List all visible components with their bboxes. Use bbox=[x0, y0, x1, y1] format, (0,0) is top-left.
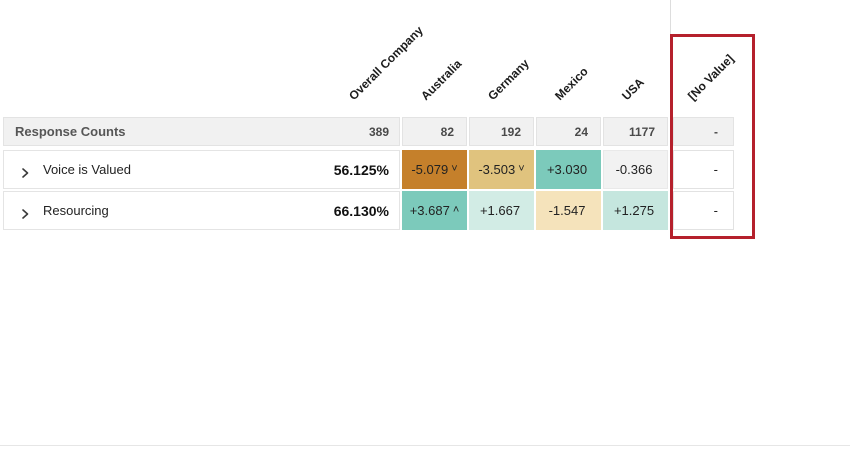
metric-label-cell: Resourcing 66.130% bbox=[3, 191, 400, 230]
response-count-usa: 1177 bbox=[603, 117, 668, 146]
metric-row-resourcing: Resourcing 66.130% +3.687 ˄ +1.667 -1.547… bbox=[3, 191, 734, 230]
response-counts-label-cell: Response Counts 389 bbox=[3, 117, 400, 146]
score-cell-mexico[interactable]: -1.547 bbox=[536, 191, 601, 230]
score-cell-no-value[interactable]: - bbox=[673, 191, 734, 230]
response-count-no-value: - bbox=[673, 117, 734, 146]
column-header-mexico[interactable]: Mexico bbox=[552, 64, 591, 103]
score-cell-usa[interactable]: +1.275 bbox=[603, 191, 668, 230]
metric-label: Resourcing bbox=[43, 203, 109, 218]
metric-overall-score: 56.125% bbox=[333, 161, 389, 178]
score-cell-germany[interactable]: +1.667 bbox=[469, 191, 534, 230]
score-cell-no-value[interactable]: - bbox=[673, 150, 734, 189]
score-cell-australia[interactable]: -5.079 ˅ bbox=[402, 150, 467, 189]
expand-chevron-icon[interactable] bbox=[20, 165, 30, 178]
page-bottom-divider bbox=[0, 445, 850, 446]
score-value: - bbox=[713, 162, 718, 177]
response-count-germany: 192 bbox=[469, 117, 534, 146]
significance-down-icon: ˅ bbox=[518, 163, 525, 175]
column-header-no-value[interactable]: [No Value] bbox=[685, 51, 737, 103]
score-value: +3.030 bbox=[546, 162, 588, 177]
significance-up-icon: ˄ bbox=[452, 204, 460, 216]
score-value: +1.275 bbox=[613, 203, 655, 218]
metric-label: Voice is Valued bbox=[43, 162, 131, 177]
score-cell-mexico[interactable]: +3.030 bbox=[536, 150, 601, 189]
response-counts-label: Response Counts bbox=[15, 124, 126, 139]
column-guide-line bbox=[670, 0, 671, 36]
column-header-germany[interactable]: Germany bbox=[485, 56, 532, 103]
significance-down-icon: ˅ bbox=[451, 163, 458, 175]
score-cell-germany[interactable]: -3.503 ˅ bbox=[469, 150, 534, 189]
column-header-usa[interactable]: USA bbox=[619, 75, 647, 103]
score-value: +3.687 bbox=[409, 203, 450, 218]
score-value: - bbox=[713, 203, 718, 218]
response-counts-overall: 389 bbox=[368, 124, 389, 139]
response-counts-row: Response Counts 389 82 192 24 1177 - bbox=[3, 117, 734, 146]
score-cell-usa[interactable]: -0.366 bbox=[603, 150, 668, 189]
metric-row-voice-is-valued: Voice is Valued 56.125% -5.079 ˅ -3.503 ˅ … bbox=[3, 150, 734, 189]
column-header-overall-company[interactable]: Overall Company bbox=[346, 23, 426, 104]
response-count-mexico: 24 bbox=[536, 117, 601, 146]
column-header-australia[interactable]: Australia bbox=[418, 56, 465, 103]
score-value: -5.079 bbox=[411, 162, 449, 177]
response-count-australia: 82 bbox=[402, 117, 467, 146]
score-value: -1.547 bbox=[548, 203, 586, 218]
score-value: -0.366 bbox=[615, 162, 653, 177]
score-cell-australia[interactable]: +3.687 ˄ bbox=[402, 191, 467, 230]
metric-overall-score: 66.130% bbox=[333, 202, 389, 219]
expand-chevron-icon[interactable] bbox=[20, 206, 30, 219]
metric-label-cell: Voice is Valued 56.125% bbox=[3, 150, 400, 189]
score-value: +1.667 bbox=[479, 203, 521, 218]
score-value: -3.503 bbox=[478, 162, 516, 177]
